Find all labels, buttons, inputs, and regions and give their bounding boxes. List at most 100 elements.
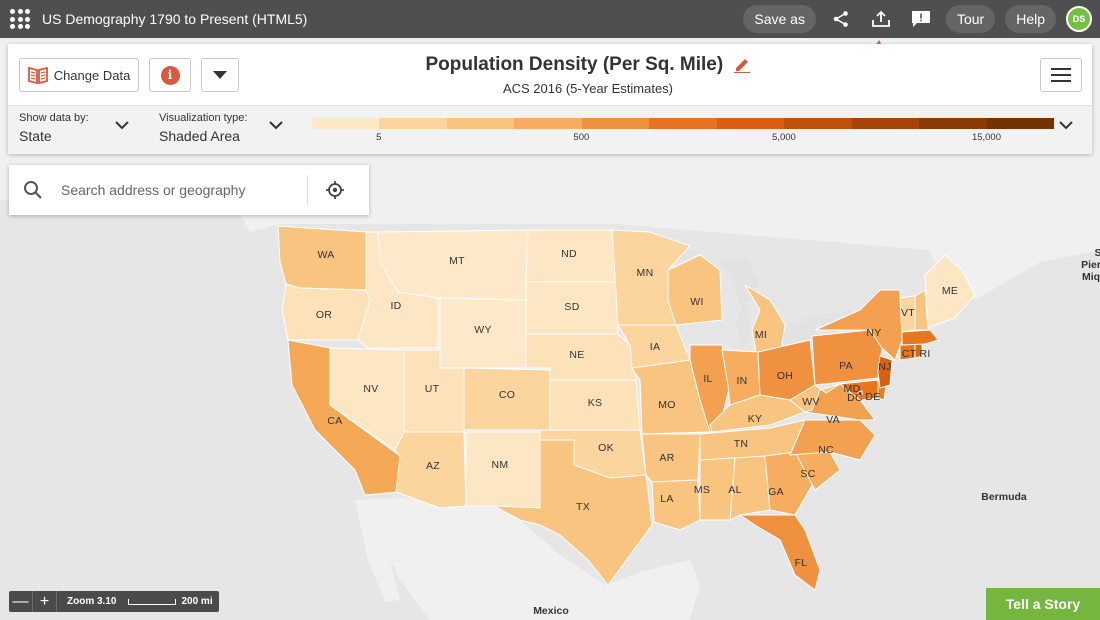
state-label-nv: NV	[363, 383, 378, 395]
great-lakes	[612, 248, 862, 350]
map-options-bar: Show data by: State Visualization type: …	[8, 106, 1092, 154]
scale-distance: 200 mi	[181, 596, 213, 607]
edit-pencil-icon[interactable]	[734, 57, 751, 73]
state-label-vt: VT	[901, 307, 915, 319]
state-label-ca: CA	[327, 415, 342, 427]
search-input[interactable]	[61, 179, 301, 201]
state-label-nm: NM	[492, 459, 509, 471]
help-button[interactable]: Help	[1005, 5, 1056, 33]
change-data-label: Change Data	[53, 67, 131, 83]
user-avatar[interactable]: DS	[1066, 6, 1092, 32]
state-me[interactable]	[924, 254, 976, 329]
state-label-oh: OH	[777, 370, 793, 382]
legend-swatch	[784, 118, 852, 129]
legend-tick-label: 5,000	[772, 132, 796, 143]
chevron-down-icon[interactable]	[268, 120, 284, 130]
state-wv[interactable]	[789, 383, 841, 413]
state-label-az: AZ	[426, 460, 440, 472]
baja-land	[355, 500, 400, 602]
state-label-mn: MN	[637, 267, 654, 279]
state-label-ri: RI	[919, 348, 930, 360]
zoom-out-button[interactable]: —	[9, 591, 33, 612]
state-label-ne: NE	[569, 349, 584, 361]
state-label-ut: UT	[425, 383, 440, 395]
legend-tick-labels: 5 500 5,000 15,000	[312, 132, 1054, 146]
tell-a-story-button[interactable]: Tell a Story	[986, 588, 1100, 620]
state-label-ga: GA	[768, 486, 784, 498]
state-label-sd: SD	[564, 301, 579, 313]
state-label-ms: MS	[694, 484, 710, 496]
app-grid-icon[interactable]	[10, 8, 32, 30]
state-dc[interactable]	[857, 390, 863, 396]
chevron-down-icon[interactable]	[114, 120, 130, 130]
state-label-wy: WY	[474, 324, 492, 336]
state-label-or: OR	[316, 309, 332, 321]
state-la[interactable]	[651, 479, 701, 531]
color-legend[interactable]	[312, 118, 1054, 129]
state-label-id: ID	[390, 300, 401, 312]
share-icon[interactable]	[826, 4, 856, 34]
open-book-icon	[27, 66, 48, 84]
state-nc[interactable]	[789, 419, 876, 461]
viz-type-label: Visualization type:	[159, 112, 248, 124]
locate-crosshair-icon[interactable]	[325, 180, 345, 200]
state-az[interactable]	[394, 431, 467, 509]
legend-swatch	[514, 118, 582, 129]
state-label-ok: OK	[598, 442, 614, 454]
hamburger-icon	[1051, 68, 1071, 82]
show-data-by-select[interactable]: Show data by: State	[19, 112, 89, 144]
place-label-mexico: Mexico	[533, 605, 569, 617]
state-nj[interactable]	[877, 355, 893, 389]
state-label-wv: WV	[802, 396, 820, 408]
zoom-in-button[interactable]: +	[33, 591, 57, 612]
map-title-area: Population Density (Per Sq. Mile) ACS 20…	[308, 54, 868, 96]
place-label-edge-miq: Miq	[1082, 271, 1100, 283]
top-bar: US Demography 1790 to Present (HTML5) Sa…	[0, 0, 1100, 38]
legend-swatch	[986, 118, 1054, 129]
show-data-by-value: State	[19, 128, 52, 144]
legend-swatch	[716, 118, 785, 129]
map-title: Population Density (Per Sq. Mile)	[425, 54, 724, 75]
map-header-panel: Change Data i Population Density (Per Sq…	[8, 44, 1092, 154]
zoom-bar: — + Zoom 3.10 200 mi	[9, 591, 219, 612]
state-label-ar: AR	[659, 452, 674, 464]
state-label-mo: MO	[658, 399, 676, 411]
state-ga[interactable]	[764, 451, 816, 516]
tour-button[interactable]: Tour	[945, 5, 996, 33]
search-icon[interactable]	[23, 180, 43, 200]
state-label-pa: PA	[839, 360, 853, 372]
legend-tick-label: 5	[376, 132, 382, 143]
legend-swatch	[581, 118, 650, 129]
state-label-tx: TX	[576, 501, 590, 513]
map-subtitle: ACS 2016 (5-Year Estimates)	[502, 81, 674, 96]
export-upload-icon[interactable]	[866, 4, 896, 34]
visualization-type-select[interactable]: Visualization type: Shaded Area	[159, 112, 247, 144]
search-box	[9, 165, 369, 215]
state-label-dc: DC	[847, 392, 863, 404]
state-tx[interactable]	[493, 439, 653, 586]
state-wi[interactable]	[667, 254, 723, 326]
state-al[interactable]	[729, 455, 771, 521]
mexico-land	[355, 498, 700, 620]
change-data-button[interactable]: Change Data	[19, 58, 139, 92]
state-label-sc: SC	[800, 468, 815, 480]
save-as-button[interactable]: Save as	[743, 5, 816, 33]
caret-down-icon	[213, 71, 227, 79]
info-icon: i	[160, 65, 180, 85]
info-button[interactable]: i	[149, 58, 191, 92]
options-dropdown-button[interactable]	[201, 58, 239, 92]
legend-chevron-down-icon[interactable]	[1058, 120, 1074, 130]
state-label-ia: IA	[650, 341, 661, 353]
feedback-icon[interactable]	[906, 4, 936, 34]
legend-swatch	[446, 118, 515, 129]
state-label-ct: CT	[902, 348, 917, 360]
state-label-wa: WA	[317, 249, 334, 261]
legend-swatch	[379, 118, 447, 129]
state-ma[interactable]	[901, 329, 939, 346]
state-label-nc: NC	[818, 444, 834, 456]
legend-tick-label: 500	[573, 132, 590, 143]
hamburger-menu-button[interactable]	[1040, 58, 1082, 92]
state-label-co: CO	[499, 389, 515, 401]
state-fl[interactable]	[738, 514, 821, 591]
state-label-va: VA	[826, 414, 840, 426]
